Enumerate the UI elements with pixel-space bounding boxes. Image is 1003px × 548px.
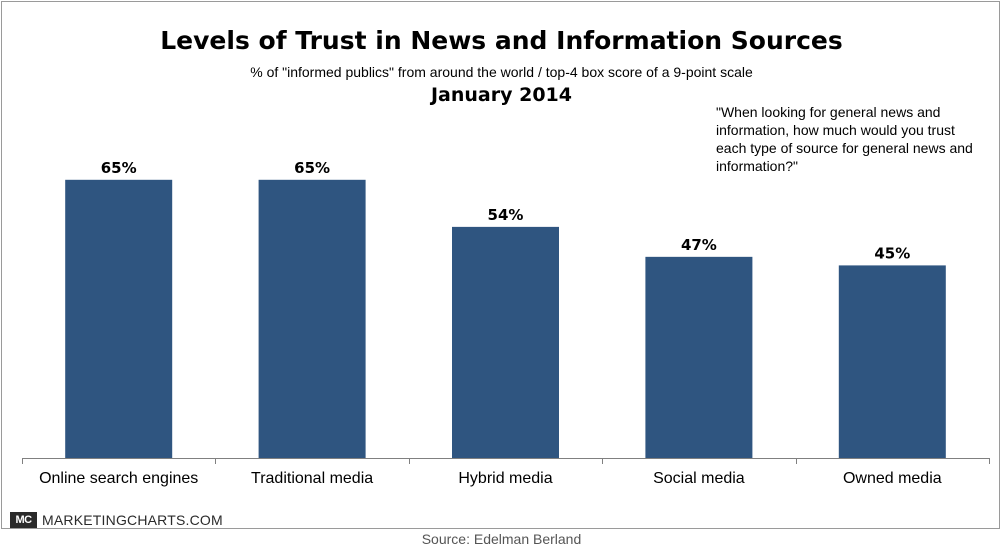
chart-subtitle: % of "informed publics" from around the …	[250, 64, 753, 80]
bar	[258, 179, 366, 459]
category-label: Owned media	[843, 470, 942, 487]
category-label: Hybrid media	[458, 470, 552, 487]
source-text: Source: Edelman Berland	[421, 531, 582, 547]
bar-value-label: 47%	[681, 236, 717, 254]
bar	[452, 226, 559, 458]
bars-group	[65, 179, 946, 459]
category-label: Online search engines	[39, 470, 198, 487]
marketingcharts-logo: MC	[10, 512, 37, 528]
x-axis-ticks	[22, 458, 990, 464]
chart-title: Levels of Trust in News and Information …	[160, 26, 843, 55]
brand-name: MARKETINGCHARTS.COM	[42, 512, 223, 528]
category-label: Traditional media	[251, 470, 373, 487]
bar-value-label: 65%	[294, 159, 330, 177]
survey-question-note: "When looking for general news and infor…	[716, 104, 973, 174]
bar	[645, 256, 753, 458]
labels-group: 65% Online search engines 65% Traditional m…	[39, 159, 942, 487]
bar	[838, 265, 946, 458]
bar-value-label: 65%	[101, 159, 137, 177]
category-label: Social media	[653, 470, 745, 487]
bar-value-label: 54%	[488, 206, 524, 224]
bar-value-label: 45%	[874, 244, 910, 262]
bar	[65, 179, 173, 459]
chart-date: January 2014	[430, 84, 572, 106]
